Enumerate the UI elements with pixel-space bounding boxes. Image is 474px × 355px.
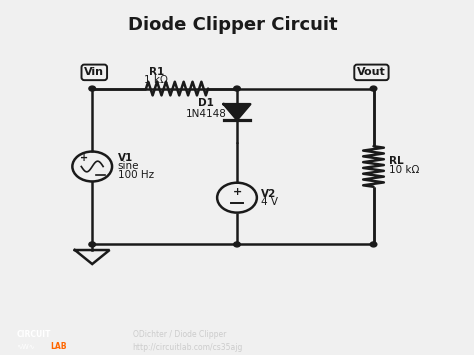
Text: 1 kΩ: 1 kΩ bbox=[145, 75, 168, 85]
Text: RL: RL bbox=[389, 156, 404, 166]
Text: Vin: Vin bbox=[84, 67, 104, 77]
Text: V1: V1 bbox=[118, 153, 133, 163]
Circle shape bbox=[234, 86, 240, 91]
Text: CIRCUIT: CIRCUIT bbox=[17, 329, 51, 339]
Text: ∿W∿: ∿W∿ bbox=[17, 344, 35, 350]
Circle shape bbox=[370, 242, 377, 247]
Text: 100 Hz: 100 Hz bbox=[118, 170, 154, 180]
Circle shape bbox=[234, 242, 240, 247]
Text: R1: R1 bbox=[149, 67, 164, 77]
Text: +: + bbox=[232, 187, 242, 197]
Text: Vout: Vout bbox=[357, 67, 386, 77]
Text: http://circuitlab.com/cs35ajg: http://circuitlab.com/cs35ajg bbox=[133, 343, 243, 352]
Text: sine: sine bbox=[118, 161, 139, 171]
Text: ODichter / Diode Clipper: ODichter / Diode Clipper bbox=[133, 329, 226, 339]
Text: 1N4148: 1N4148 bbox=[185, 109, 227, 119]
Circle shape bbox=[89, 242, 96, 247]
Text: D1: D1 bbox=[198, 98, 214, 108]
Circle shape bbox=[89, 86, 96, 91]
Text: LAB: LAB bbox=[50, 342, 66, 351]
Text: V2: V2 bbox=[261, 189, 276, 199]
Text: 10 kΩ: 10 kΩ bbox=[389, 165, 419, 175]
Polygon shape bbox=[224, 104, 250, 120]
Circle shape bbox=[370, 86, 377, 91]
Text: +: + bbox=[80, 153, 88, 163]
Text: Diode Clipper Circuit: Diode Clipper Circuit bbox=[128, 16, 337, 34]
Text: 4 V: 4 V bbox=[261, 197, 278, 207]
